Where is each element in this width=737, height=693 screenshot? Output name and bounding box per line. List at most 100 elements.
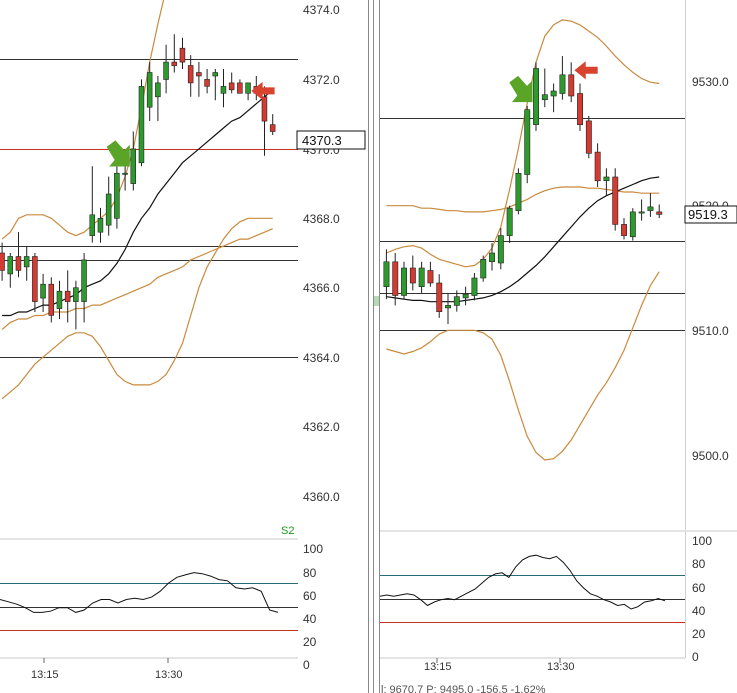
right-candle [497,228,504,270]
right-candle [471,272,478,301]
right-osc-ticks: 100 80 60 40 20 0 [692,534,712,664]
candle-body-up [81,259,87,302]
left-candles [0,34,276,330]
left-price-axis [298,0,368,538]
right-tick: 9510.0 [692,324,729,338]
left-candle [89,166,96,243]
left-candle [32,253,38,313]
candle-body-down [204,79,210,87]
right-bb-upper [386,19,660,268]
candle-body-up [418,267,425,288]
left-candle [155,75,161,122]
candle-body-up [105,193,112,226]
left-candle [179,37,186,70]
right-candle [489,243,495,271]
candle-body-up [489,252,495,262]
candle-body-up [497,235,504,264]
candle-body-up [114,172,120,219]
candle-body-down [656,211,663,215]
candle-body-down [612,176,619,225]
candle-body-up [130,148,137,184]
left-tick: 4364.0 [303,351,340,365]
candle-body-up [480,258,487,279]
left-price-box [296,130,366,150]
right-price-box [684,205,737,224]
right-ma-line [386,176,660,303]
candle-body-down [585,120,592,154]
candle-body-down [171,61,178,66]
left-horizontal-lines [0,59,298,358]
candle-body-down [228,82,235,91]
right-candle [621,218,628,240]
right-candle [392,253,399,306]
left-candle [187,55,194,97]
candle-body-up [629,211,636,238]
left-osc-tick: 20 [303,635,317,649]
left-bb-mid [1,228,273,330]
candle-body-down [621,224,628,236]
candle-body-up [515,173,522,212]
candle-body-down [409,267,416,284]
sell-arrow-icon [251,81,275,100]
candle-body-down [261,96,268,122]
left-candle [269,114,276,135]
right-candle [647,193,654,217]
left-candle [122,162,128,191]
candle-body-down [594,151,601,182]
candle-body-down [15,256,22,271]
candle-body-up [533,68,540,125]
left-candle [73,280,79,330]
candle-body-up [163,61,169,80]
candle-body-up [245,82,251,94]
right-candle [577,83,584,131]
right-candle [436,274,443,318]
right-candle [559,56,566,100]
splitter-handle[interactable] [374,296,379,306]
left-osc-line [0,572,279,613]
left-price-box-label: 4370.3 [302,133,342,148]
left-arrows [106,81,275,167]
left-candle [130,131,137,191]
right-osc-tick: 100 [692,534,712,548]
left-candle [220,69,227,108]
candle-body-up [146,72,153,108]
left-candle [237,79,243,94]
left-candle [23,246,30,281]
left-bb-lower [1,217,273,400]
right-candle [453,290,460,312]
candle-body-up [471,277,478,296]
left-indicator-label: S2 [281,525,294,537]
candle-body-up [462,293,469,299]
right-status-bar: l: 9670.7 P: 9495.0 -156.5 -1.62% [381,684,546,693]
candle-body-up [603,176,610,182]
right-osc-tick: 0 [692,650,699,664]
right-candle [585,115,592,159]
right-candle [603,168,610,196]
right-candle [533,62,540,131]
right-candle [656,204,663,219]
sell-arrow-icon [574,61,598,80]
left-candle [64,270,71,323]
candle-body-up [453,296,460,306]
left-osc-tick: 60 [303,589,317,603]
candle-body-up [23,256,30,268]
left-moving-average [2,89,274,317]
right-arrows [509,61,598,103]
right-candle [462,286,469,306]
candle-body-up [541,94,548,100]
candle-body-up [445,305,451,309]
candle-body-down [427,270,434,284]
buy-arrow-icon [509,75,533,103]
candle-body-up [401,267,407,296]
right-chart: 9530.0 9520.0 9510.0 9500.0 9519.3 100 8… [379,0,737,693]
right-osc-tick: 80 [692,557,706,571]
left-tick: 4362.0 [303,420,340,434]
right-osc-line [379,554,666,610]
left-tick: 4372.0 [303,73,340,87]
left-time-label: 13:30 [155,669,183,681]
left-candle [163,44,169,94]
candle-body-down [32,256,38,302]
right-candle [515,168,522,215]
right-candle [594,143,601,187]
left-candle [114,166,120,229]
